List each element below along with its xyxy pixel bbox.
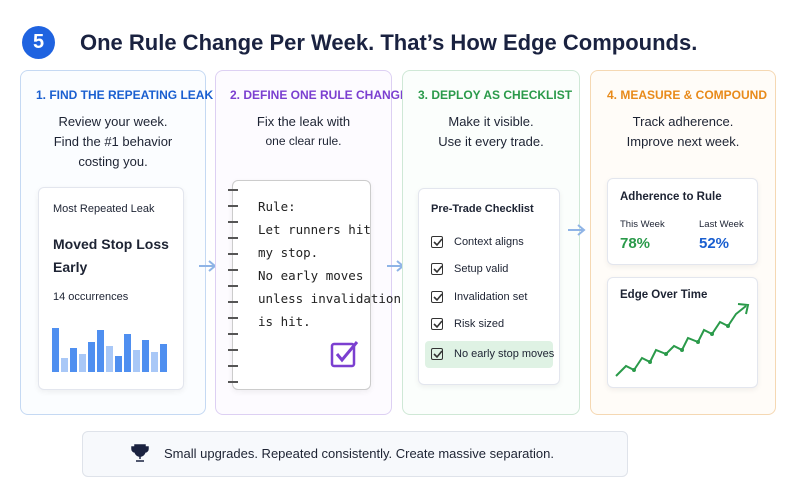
checkbox: [431, 263, 443, 275]
adherence-card: [607, 178, 758, 265]
footer-text: Small upgrades. Repeated consistently. C…: [164, 446, 554, 461]
panel-description: one clear rule.: [265, 134, 342, 148]
spiral: [228, 189, 238, 383]
checklist-item: Context aligns: [454, 236, 524, 248]
checklist-title: Pre-Trade Checklist: [431, 203, 534, 215]
leak-count: 14 occurrences: [53, 291, 129, 303]
panel-description: Find the #1 behavior: [53, 134, 173, 149]
panel-description: Track adherence.: [632, 114, 734, 129]
leak-name: Moved Stop Loss: [53, 236, 169, 252]
metric-value: 78%: [620, 235, 651, 252]
arrow: [568, 224, 586, 236]
checkbox: [431, 348, 443, 360]
leak-name: Early: [53, 259, 88, 275]
highlight: [425, 341, 553, 368]
panel-description: Improve next week.: [626, 134, 740, 149]
card-title: Adherence to Rule: [620, 191, 722, 203]
step-badge: 5: [22, 26, 55, 59]
card-title: Most Repeated Leak: [53, 203, 155, 215]
panel-heading: 2. DEFINE ONE RULE CHANGE: [230, 88, 409, 102]
note-line: my stop.: [258, 245, 319, 260]
panel-description: Fix the leak with: [256, 114, 351, 129]
checkbox: [431, 318, 443, 330]
checklist-item: Setup valid: [454, 263, 509, 275]
footer-banner: [82, 431, 628, 477]
checklist-item: No early stop moves: [454, 348, 555, 360]
note-line: Rule:: [258, 199, 296, 214]
panel-heading: 3. DEPLOY AS CHECKLIST: [418, 88, 573, 102]
bar-decoration: [52, 328, 167, 372]
note-line: No early moves: [258, 268, 364, 283]
metric-value: 52%: [699, 235, 730, 252]
panel-description: Make it visible.: [448, 114, 534, 129]
note-line: unless invalidation: [258, 291, 401, 306]
checkbox: [431, 236, 443, 248]
checkbox: [431, 291, 443, 303]
line-decoration: [615, 303, 750, 377]
note-line: Let runners hit: [258, 222, 371, 237]
check-icon: [330, 341, 359, 368]
title: One Rule Change Per Week. That’s How Edg…: [80, 30, 698, 55]
card-title: Edge Over Time: [620, 289, 708, 301]
step-number: 5: [32, 31, 45, 53]
checklist-item: Risk sized: [454, 318, 505, 330]
panel-heading: 1. FIND THE REPEATING LEAK: [36, 88, 214, 102]
panel-heading: 4. MEASURE & COMPOUND: [607, 88, 768, 102]
panel-description: costing you.: [78, 154, 148, 169]
checklist-item: Invalidation set: [454, 291, 528, 303]
panel-description: Use it every trade.: [438, 134, 544, 149]
metric-label: Last Week: [699, 219, 744, 230]
checkmarks: [433, 238, 443, 359]
metric-label: This Week: [620, 219, 665, 230]
note-line: is hit.: [258, 314, 311, 329]
trophy-icon: [131, 444, 149, 462]
panel-description: Review your week.: [58, 114, 168, 129]
